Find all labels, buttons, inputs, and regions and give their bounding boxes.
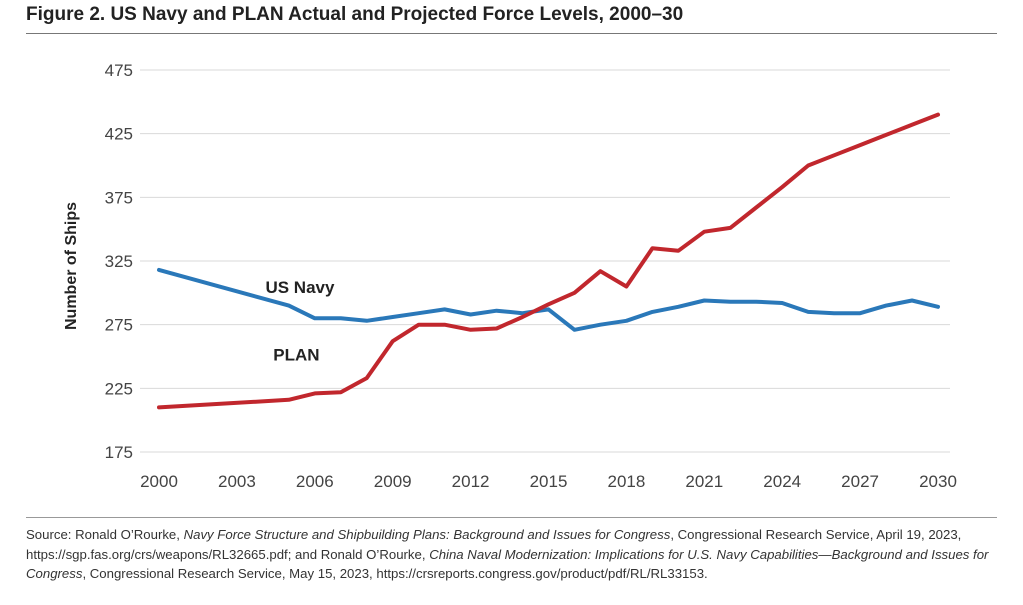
series-annotations: US Navy PLAN bbox=[265, 278, 335, 364]
y-tick-label: 175 bbox=[105, 443, 133, 462]
y-tick-label: 375 bbox=[105, 188, 133, 207]
x-tick-label: 2000 bbox=[140, 472, 178, 491]
y-axis-label: Number of Ships bbox=[63, 202, 80, 330]
x-tick-label: 2021 bbox=[685, 472, 723, 491]
title-divider bbox=[26, 33, 997, 34]
y-tick-label: 225 bbox=[105, 379, 133, 398]
x-tick-label: 2030 bbox=[919, 472, 957, 491]
series-line-us-navy bbox=[157, 267, 940, 332]
x-tick-label: 2003 bbox=[218, 472, 256, 491]
y-tick-label: 275 bbox=[105, 316, 133, 335]
x-tick-label: 2015 bbox=[530, 472, 568, 491]
series-label-plan: PLAN bbox=[273, 345, 319, 364]
x-tick-label: 2018 bbox=[607, 472, 645, 491]
source-divider bbox=[26, 517, 997, 518]
source-suffix: , Congressional Research Service, May 15… bbox=[82, 566, 708, 582]
y-axis-ticks: 175 225 275 325 375 425 475 bbox=[105, 61, 133, 462]
x-tick-label: 2006 bbox=[296, 472, 334, 491]
source-title-2: China Naval Modernization: Implications … bbox=[26, 546, 989, 582]
gridlines bbox=[140, 69, 950, 453]
x-axis-ticks: 2000 2003 2006 2009 2012 2015 2018 2021 2024 2027… bbox=[140, 472, 957, 491]
source-note: Source: Ronald O’Rourke, Navy Force Stru… bbox=[26, 525, 1001, 584]
y-tick-label: 425 bbox=[105, 125, 133, 144]
series-line-plan bbox=[157, 112, 940, 410]
source-middle: , Congressional Research Service, April … bbox=[26, 527, 962, 562]
x-tick-label: 2027 bbox=[841, 472, 879, 491]
source-prefix: Source: Ronald O’Rourke, bbox=[26, 527, 184, 542]
source-title-1: Navy Force Structure and Shipbuilding Pl… bbox=[183, 527, 671, 542]
y-tick-label: 475 bbox=[105, 61, 133, 80]
series-label-us-navy: US Navy bbox=[265, 278, 335, 297]
y-tick-label: 325 bbox=[105, 252, 133, 271]
x-tick-label: 2009 bbox=[374, 472, 412, 491]
series-lines bbox=[157, 112, 940, 410]
figure-title: Figure 2. US Navy and PLAN Actual and Pr… bbox=[26, 4, 684, 25]
x-tick-label: 2012 bbox=[452, 472, 490, 491]
x-tick-label: 2024 bbox=[763, 472, 801, 491]
